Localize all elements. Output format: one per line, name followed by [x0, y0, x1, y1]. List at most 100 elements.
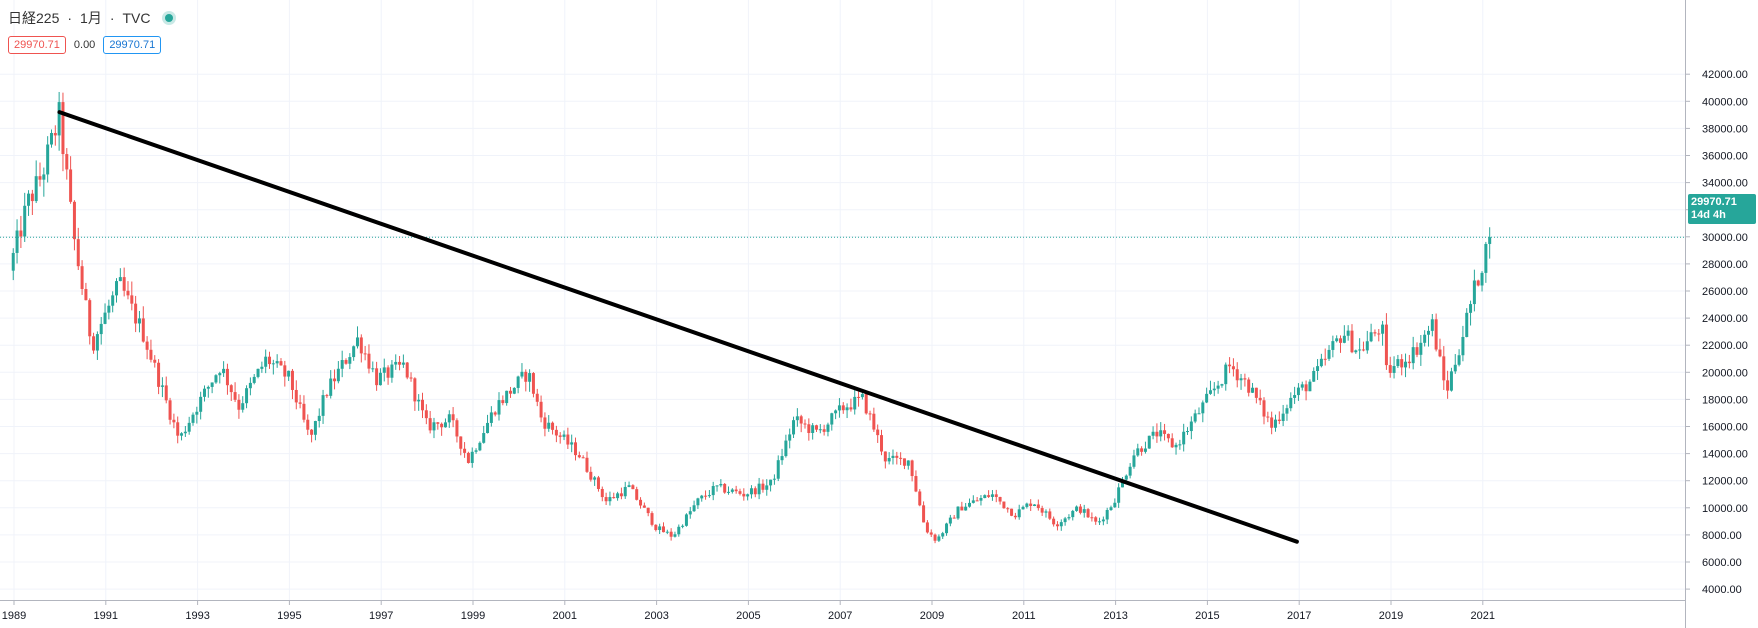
candle-body	[302, 403, 306, 420]
candle-body	[1151, 431, 1155, 436]
candle-body	[482, 433, 486, 443]
candle-body	[160, 385, 164, 387]
candle-body	[646, 507, 650, 514]
candle-body	[1266, 416, 1270, 418]
candle-body	[321, 395, 325, 416]
candle-body	[359, 337, 363, 354]
candle-body	[910, 460, 914, 477]
candle-body	[627, 485, 631, 487]
candle-body	[88, 300, 92, 337]
trendline[interactable]	[57, 110, 1299, 544]
candle-body	[1296, 387, 1300, 396]
candle-body	[967, 502, 971, 507]
candle-body	[738, 491, 742, 494]
candle-body	[727, 491, 731, 493]
candle-body	[256, 368, 260, 377]
candle-body	[604, 497, 608, 502]
sell-price-box[interactable]: 29970.71	[8, 36, 66, 54]
candle-body	[616, 493, 620, 499]
candle-body	[1354, 350, 1358, 353]
candle-body	[421, 399, 425, 411]
symbol-header[interactable]: 日経225 · 1月 · TVC	[8, 8, 173, 28]
candle-body	[1392, 366, 1396, 373]
candle-body	[1243, 378, 1247, 380]
candle-body	[1048, 511, 1052, 519]
candle-body	[1384, 324, 1388, 366]
y-tick-label: 16000.00	[1702, 422, 1748, 434]
buy-price-box[interactable]: 29970.71	[103, 36, 162, 54]
candle-body	[363, 353, 367, 355]
candle-body	[1262, 400, 1266, 417]
candle-body	[1342, 335, 1346, 343]
candle-body	[268, 356, 272, 365]
candle-body	[344, 360, 348, 364]
candle-body	[27, 193, 31, 206]
x-tick-label: 1999	[461, 610, 485, 622]
header-separator: ·	[109, 10, 115, 26]
price-axis[interactable]: 4000.00 6000.00 8000.00 10000.00 12000.00 140…	[1685, 69, 1748, 596]
candle-body	[195, 411, 199, 415]
candle-body	[1078, 506, 1082, 513]
candle-body	[497, 400, 501, 415]
candle-body	[876, 429, 880, 436]
candle-body	[466, 452, 470, 463]
symbol-name: 日経225	[8, 10, 60, 26]
candle-body	[520, 371, 524, 377]
candle-body	[1147, 435, 1151, 449]
candle-body	[1040, 508, 1044, 513]
y-tick-label: 36000.00	[1702, 151, 1748, 163]
candle-body	[1358, 349, 1362, 351]
candle-body	[252, 376, 256, 383]
candle-body	[137, 318, 141, 324]
candle-body	[1442, 356, 1446, 381]
candle-body	[803, 423, 807, 425]
candle-body	[749, 488, 753, 495]
candle-body	[673, 534, 677, 537]
spread-value: 0.00	[73, 39, 96, 51]
candle-body	[1419, 342, 1423, 355]
candle-body	[742, 493, 746, 497]
candle-body	[765, 485, 769, 490]
candle-body	[589, 471, 593, 480]
candle-body	[860, 394, 864, 398]
candle-body	[1239, 378, 1243, 381]
candle-body	[1174, 444, 1178, 448]
candle-body	[1109, 507, 1113, 511]
candle-body	[891, 455, 895, 458]
candle-body	[776, 460, 780, 479]
candle-body	[849, 407, 853, 410]
candle-body	[612, 497, 616, 499]
candle-body	[237, 399, 241, 410]
candle-body	[619, 493, 623, 497]
candle-body	[696, 498, 700, 506]
candle-body	[23, 205, 27, 237]
candle-body	[310, 429, 314, 435]
candle-body	[818, 429, 822, 431]
candle-body	[730, 489, 734, 492]
candle-body	[1319, 358, 1323, 367]
candle-body	[1469, 304, 1473, 313]
candle-body	[1377, 333, 1381, 335]
candle-body	[906, 460, 910, 466]
candle-body	[111, 295, 115, 306]
time-axis[interactable]: 1989 1991 1993 1995 1997 1999 2001 2003 2005 2007…	[2, 600, 1495, 622]
candle-body	[390, 364, 394, 378]
candle-body	[1434, 319, 1438, 350]
candle-body	[1186, 431, 1190, 433]
candle-body	[15, 230, 19, 253]
candle-body	[654, 524, 658, 530]
candle-body	[661, 526, 665, 533]
candle-body	[635, 489, 639, 500]
candle-body	[1270, 417, 1274, 428]
candle-body	[103, 312, 107, 324]
y-tick-label: 18000.00	[1702, 394, 1748, 406]
candle-body	[474, 450, 478, 452]
x-tick-label: 2011	[1012, 610, 1036, 622]
candle-body	[470, 451, 474, 463]
candle-body	[141, 318, 145, 342]
candle-body	[1300, 384, 1304, 388]
candle-body	[1159, 430, 1163, 437]
candle-body	[1293, 395, 1297, 398]
candle-body	[417, 399, 421, 402]
candle-body	[1415, 347, 1419, 355]
